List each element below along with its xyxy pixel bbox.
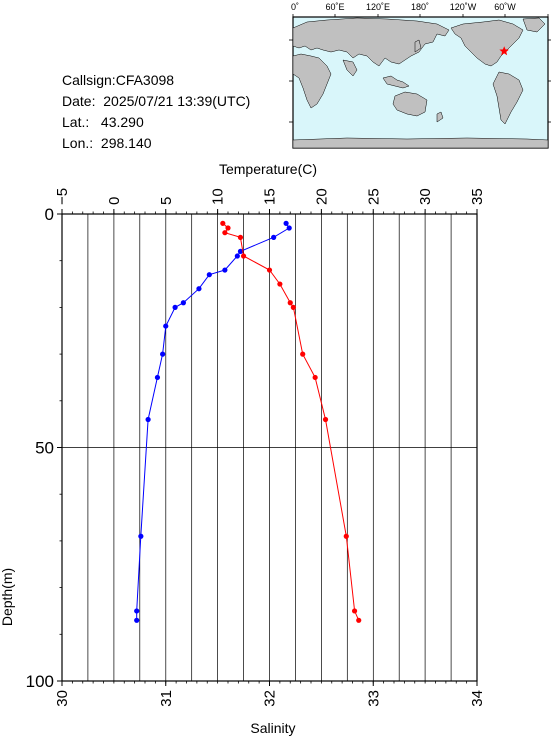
temperature-point [234,253,240,259]
lon-label: Lon.: [62,135,94,151]
date-label: Date: [62,93,96,109]
temperature-profile-line [136,223,290,621]
salinity-point [290,304,296,310]
land-indonesia [382,75,410,89]
temperature-tick-label: 15 [262,188,279,205]
salinity-point [312,374,318,381]
temperature-point [283,220,289,226]
land-north-america [450,19,524,67]
salinity-point [343,533,349,539]
map-land [292,17,549,149]
depth-axis-label: Depth(m) [0,568,15,626]
temperature-point [163,323,169,329]
lon-line: Lon.: 298.140 [62,133,250,154]
map-frame-ticks [289,14,551,123]
salinity-axis: 30 31 32 33 34 [54,681,486,707]
lat-value: 43.290 [100,114,144,130]
land-india [342,59,358,77]
map-longitude-tick-label: 120˚W [450,2,477,12]
salinity-point [237,234,244,240]
temperature-tick-label: −5 [54,188,71,205]
lat-label: Lat.: [62,114,90,130]
land-africa [292,53,332,109]
temperature-point [222,267,228,273]
land-newzealand [436,111,444,123]
temperature-point [154,374,161,381]
salinity-tick-label: 32 [262,690,279,707]
temperature-point [180,300,186,306]
temperature-tick-label: 5 [158,197,175,205]
salinity-tick-label: 30 [54,690,71,707]
callsign-value: CFA3098 [115,72,175,88]
land-eurasia [292,17,450,67]
depth-tick-label: 100 [26,672,54,691]
salinity-point [300,351,306,357]
station-info: Callsign:CFA3098 Date: 2025/07/21 13:39(… [62,70,250,154]
temperature-tick-label: 0 [106,197,123,205]
chart-grid [62,214,477,681]
salinity-tick-label: 34 [469,690,486,707]
temperature-point [271,234,277,240]
temperature-point [237,248,244,254]
station-star-icon [499,46,509,56]
map-longitude-tick-labels: 0˚ 60˚E 120˚E 180˚ 120˚W 60˚W [291,2,516,12]
lon-value: 298.140 [100,135,152,151]
temperature-point [138,533,144,539]
land-south-america [492,71,524,125]
salinity-point [240,253,247,259]
temperature-point [196,286,202,292]
temperature-tick-label: 35 [469,188,486,205]
callsign-line: Callsign:CFA3098 [62,70,250,91]
land-greenland [522,17,546,33]
map-longitude-tick-label: 60˚E [325,2,344,12]
temperature-point [160,351,166,357]
map-longitude-tick-label: 60˚W [494,2,516,12]
temperature-axis-label: Temperature(C) [219,161,317,177]
salinity-point [287,300,293,306]
salinity-tick-label: 31 [158,690,175,707]
map-longitude-tick-label: 180˚ [411,2,429,12]
date-line: Date: 2025/07/21 13:39(UTC) [62,91,250,112]
land-australia [392,91,428,117]
depth-axis: 0 50 100 [26,205,62,691]
map-longitude-tick-label: 0˚ [291,2,299,12]
temperature-axis: −5 0 5 10 15 20 25 30 35 [54,188,486,214]
temperature-point [134,608,140,614]
salinity-tick-label: 33 [365,690,382,707]
temperature-tick-label: 25 [365,188,382,205]
land-japan [414,39,422,53]
temperature-point [206,272,212,278]
salinity-point [322,416,329,423]
salinity-point [277,281,283,287]
salinity-point [225,225,231,231]
land-antarctica [292,137,549,149]
salinity-point [266,267,273,273]
temperature-point [172,304,178,310]
depth-tick-label: 0 [45,205,54,224]
callsign-label: Callsign: [62,72,116,88]
lat-line: Lat.: 43.290 [62,112,250,133]
temperature-tick-label: 10 [210,188,227,205]
salinity-point [222,230,228,236]
salinity-point [356,617,362,623]
salinity-point [351,608,358,614]
chart-series [134,220,362,623]
temperature-point [145,416,151,423]
map-longitude-tick-label: 120˚E [366,2,390,12]
temperature-tick-label: 20 [313,188,330,205]
salinity-point [220,220,226,226]
temperature-point [286,225,292,231]
salinity-profile-line [222,222,360,621]
station-marker [499,46,509,56]
date-value: 2025/07/21 13:39(UTC) [103,93,251,109]
depth-tick-label: 50 [35,439,54,458]
salinity-axis-label: Salinity [250,720,295,736]
temperature-tick-label: 30 [417,188,434,205]
temperature-point [134,617,140,623]
